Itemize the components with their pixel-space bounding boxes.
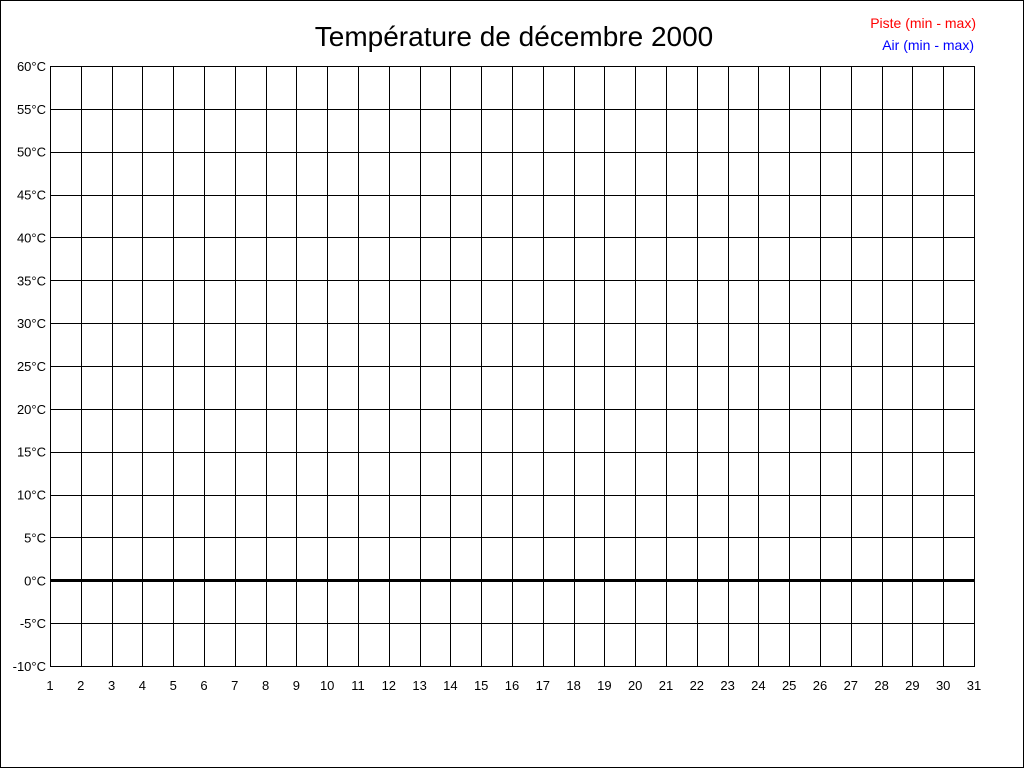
x-tick-label: 29 [905,678,919,693]
x-tick-label: 2 [77,678,84,693]
y-tick-label: 40°C [17,230,46,245]
x-axis: 1 2 3 4 5 6 7 8 9 10 11 12 13 14 15 16 17 18 19 20 21 22 23 24 2… [46,678,981,693]
x-tick-label: 25 [782,678,796,693]
x-tick-label: 28 [874,678,888,693]
x-tick-label: 16 [505,678,519,693]
x-tick-label: 19 [597,678,611,693]
x-tick-label: 14 [443,678,457,693]
x-tick-label: 3 [108,678,115,693]
x-tick-label: 11 [351,678,365,693]
y-tick-label: -10°C [13,659,46,674]
y-tick-label: 15°C [17,445,46,460]
x-tick-label: 20 [628,678,642,693]
y-axis: 60°C 55°C 50°C 45°C 40°C 35°C 30°C 25°C 20°C 15°C… [13,59,46,674]
x-tick-label: 13 [412,678,426,693]
y-tick-label: 10°C [17,488,46,503]
x-tick-label: 24 [751,678,765,693]
x-tick-label: 22 [690,678,704,693]
x-tick-label: 27 [844,678,858,693]
y-tick-label: -5°C [20,616,46,631]
x-tick-label: 17 [536,678,550,693]
x-tick-label: 5 [170,678,177,693]
x-tick-label: 26 [813,678,827,693]
chart-title: Température de décembre 2000 [315,21,713,52]
x-tick-label: 12 [382,678,396,693]
x-tick-label: 30 [936,678,950,693]
x-tick-label: 1 [46,678,53,693]
y-tick-label: 20°C [17,402,46,417]
x-tick-label: 8 [262,678,269,693]
y-tick-label: 35°C [17,273,46,288]
x-tick-label: 4 [139,678,146,693]
legend-piste: Piste (min - max) [870,15,976,31]
y-tick-label: 45°C [17,188,46,203]
x-tick-label: 23 [720,678,734,693]
y-tick-label: 0°C [24,573,46,588]
x-tick-label: 7 [231,678,238,693]
y-tick-label: 55°C [17,102,46,117]
x-tick-label: 15 [474,678,488,693]
legend-air: Air (min - max) [882,37,974,53]
x-tick-label: 9 [293,678,300,693]
y-tick-label: 30°C [17,316,46,331]
y-tick-label: 25°C [17,359,46,374]
x-tick-label: 21 [659,678,673,693]
y-tick-label: 5°C [24,530,46,545]
x-tick-label: 6 [200,678,207,693]
y-tick-label: 50°C [17,145,46,160]
x-tick-label: 18 [566,678,580,693]
x-tick-label: 31 [967,678,981,693]
y-tick-label: 60°C [17,59,46,74]
grid [50,66,975,667]
x-tick-label: 10 [320,678,334,693]
